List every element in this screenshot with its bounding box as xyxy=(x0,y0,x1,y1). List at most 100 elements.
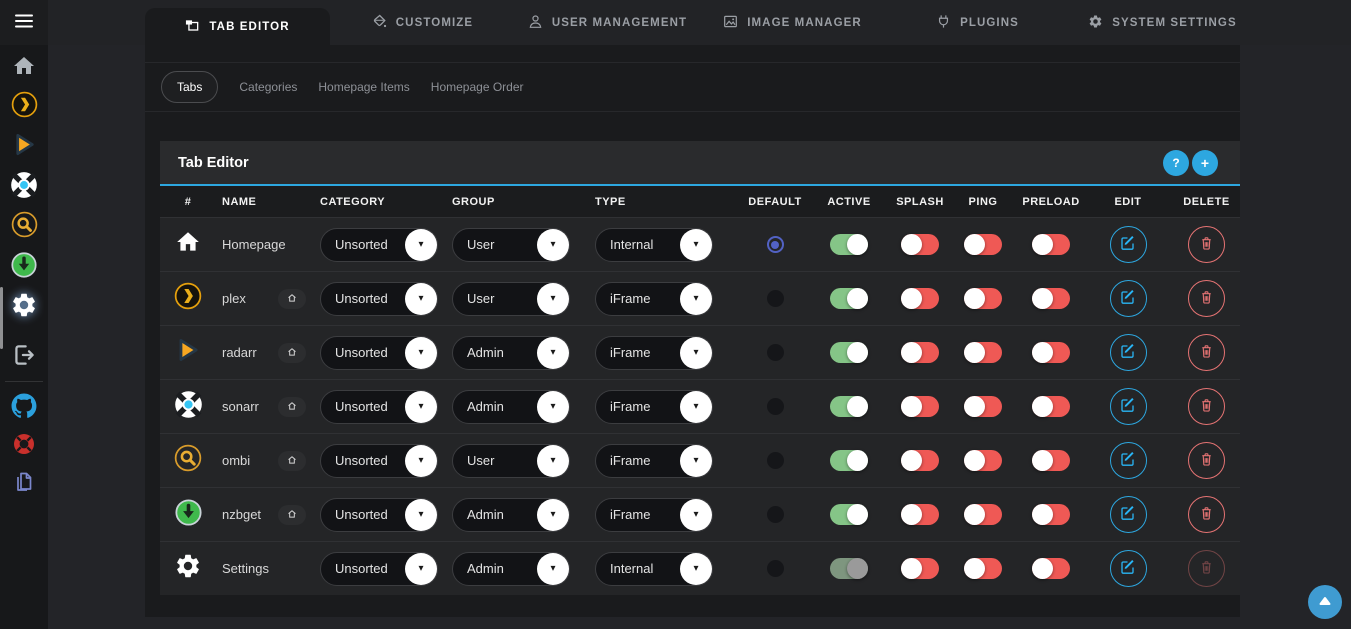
delete-button[interactable] xyxy=(1188,388,1225,425)
ping-toggle[interactable] xyxy=(964,288,1002,309)
group-select[interactable]: User ▾ xyxy=(452,443,570,478)
preload-toggle[interactable] xyxy=(1032,396,1070,417)
type-select[interactable]: iFrame ▾ xyxy=(595,497,713,532)
preload-toggle[interactable] xyxy=(1032,504,1070,525)
group-select[interactable]: Admin ▾ xyxy=(452,497,570,532)
edit-button[interactable] xyxy=(1109,496,1147,533)
active-toggle[interactable] xyxy=(830,342,868,363)
tab-customize[interactable]: CUSTOMIZE xyxy=(330,0,515,45)
homepage-item-badge[interactable] xyxy=(278,288,306,309)
menu-button[interactable] xyxy=(0,0,48,45)
edit-button[interactable] xyxy=(1109,280,1147,317)
category-select[interactable]: Unsorted ▾ xyxy=(320,227,438,262)
ping-toggle[interactable] xyxy=(964,450,1002,471)
category-select[interactable]: Unsorted ▾ xyxy=(320,443,438,478)
default-radio[interactable] xyxy=(766,290,784,307)
category-select[interactable]: Unsorted ▾ xyxy=(320,551,438,586)
sidebar-item-ombi[interactable] xyxy=(0,206,48,246)
sidebar-item-documents[interactable] xyxy=(0,463,48,503)
splash-toggle[interactable] xyxy=(901,558,939,579)
delete-button[interactable] xyxy=(1188,226,1225,263)
homepage-item-badge[interactable] xyxy=(278,342,306,363)
splash-toggle[interactable] xyxy=(901,450,939,471)
active-toggle[interactable] xyxy=(830,504,868,525)
sidebar-item-plex[interactable] xyxy=(0,86,48,126)
category-select[interactable]: Unsorted ▾ xyxy=(320,281,438,316)
default-radio[interactable] xyxy=(766,344,784,361)
active-toggle[interactable] xyxy=(830,288,868,309)
edit-button[interactable] xyxy=(1109,334,1147,371)
default-radio[interactable] xyxy=(766,236,784,253)
edit-button[interactable] xyxy=(1109,550,1147,587)
tab-user-management[interactable]: USER MANAGEMENT xyxy=(515,0,700,45)
splash-toggle[interactable] xyxy=(901,288,939,309)
sidebar-item-settings[interactable] xyxy=(0,286,48,326)
radarr-icon xyxy=(12,132,37,160)
sidebar-item-support[interactable] xyxy=(0,425,48,465)
active-toggle[interactable] xyxy=(830,450,868,471)
default-radio[interactable] xyxy=(766,506,784,523)
group-select[interactable]: User ▾ xyxy=(452,281,570,316)
active-toggle[interactable] xyxy=(830,234,868,255)
sidebar-item-sonarr[interactable] xyxy=(0,166,48,206)
splash-toggle[interactable] xyxy=(901,504,939,525)
homepage-item-badge[interactable] xyxy=(278,396,306,417)
default-radio[interactable] xyxy=(766,560,784,577)
delete-button[interactable] xyxy=(1188,334,1225,371)
default-radio[interactable] xyxy=(766,452,784,469)
sidebar-scrollbar[interactable] xyxy=(0,287,3,349)
sidebar-item-radarr[interactable] xyxy=(0,126,48,166)
sidebar-item-github[interactable] xyxy=(0,387,48,427)
ping-toggle[interactable] xyxy=(964,504,1002,525)
category-select[interactable]: Unsorted ▾ xyxy=(320,497,438,532)
preload-toggle[interactable] xyxy=(1032,450,1070,471)
delete-button[interactable] xyxy=(1188,496,1225,533)
subtab-tabs[interactable]: Tabs xyxy=(161,71,219,103)
type-select[interactable]: iFrame ▾ xyxy=(595,281,713,316)
ping-toggle[interactable] xyxy=(964,558,1002,579)
category-select[interactable]: Unsorted ▾ xyxy=(320,389,438,424)
tab-image-manager[interactable]: IMAGE MANAGER xyxy=(700,0,885,45)
ping-toggle[interactable] xyxy=(964,234,1002,255)
sidebar-item-logout[interactable] xyxy=(0,336,48,376)
tab-tab-editor[interactable]: TAB EDITOR xyxy=(145,8,330,45)
type-select[interactable]: Internal ▾ xyxy=(595,227,713,262)
subtab-categories[interactable]: Categories xyxy=(239,80,298,94)
group-select[interactable]: Admin ▾ xyxy=(452,335,570,370)
edit-button[interactable] xyxy=(1109,442,1147,479)
homepage-item-badge[interactable] xyxy=(278,450,306,471)
category-select[interactable]: Unsorted ▾ xyxy=(320,335,438,370)
preload-toggle[interactable] xyxy=(1032,558,1070,579)
type-select[interactable]: iFrame ▾ xyxy=(595,335,713,370)
edit-button[interactable] xyxy=(1109,388,1147,425)
splash-toggle[interactable] xyxy=(901,396,939,417)
group-select[interactable]: Admin ▾ xyxy=(452,551,570,586)
subtab-homepage-order[interactable]: Homepage Order xyxy=(430,80,524,94)
sidebar-item-nzbget[interactable] xyxy=(0,246,48,286)
tab-system-settings[interactable]: SYSTEM SETTINGS xyxy=(1070,0,1255,45)
splash-toggle[interactable] xyxy=(901,234,939,255)
subtab-homepage-items[interactable]: Homepage Items xyxy=(318,80,410,94)
edit-button[interactable] xyxy=(1109,226,1147,263)
type-select[interactable]: Internal ▾ xyxy=(595,551,713,586)
active-toggle[interactable] xyxy=(830,396,868,417)
sidebar-item-home[interactable] xyxy=(0,47,48,87)
group-select[interactable]: Admin ▾ xyxy=(452,389,570,424)
help-button[interactable]: ? xyxy=(1163,149,1189,176)
type-select[interactable]: iFrame ▾ xyxy=(595,443,713,478)
homepage-item-badge[interactable] xyxy=(278,504,306,525)
delete-button[interactable] xyxy=(1188,442,1225,479)
scroll-to-top-button[interactable] xyxy=(1308,585,1342,619)
delete-button[interactable] xyxy=(1188,280,1225,317)
preload-toggle[interactable] xyxy=(1032,288,1070,309)
group-select[interactable]: User ▾ xyxy=(452,227,570,262)
splash-toggle[interactable] xyxy=(901,342,939,363)
type-select[interactable]: iFrame ▾ xyxy=(595,389,713,424)
preload-toggle[interactable] xyxy=(1032,234,1070,255)
tab-plugins[interactable]: PLUGINS xyxy=(885,0,1070,45)
add-tab-button[interactable]: + xyxy=(1192,149,1218,176)
ping-toggle[interactable] xyxy=(964,342,1002,363)
preload-toggle[interactable] xyxy=(1032,342,1070,363)
ping-toggle[interactable] xyxy=(964,396,1002,417)
default-radio[interactable] xyxy=(766,398,784,415)
